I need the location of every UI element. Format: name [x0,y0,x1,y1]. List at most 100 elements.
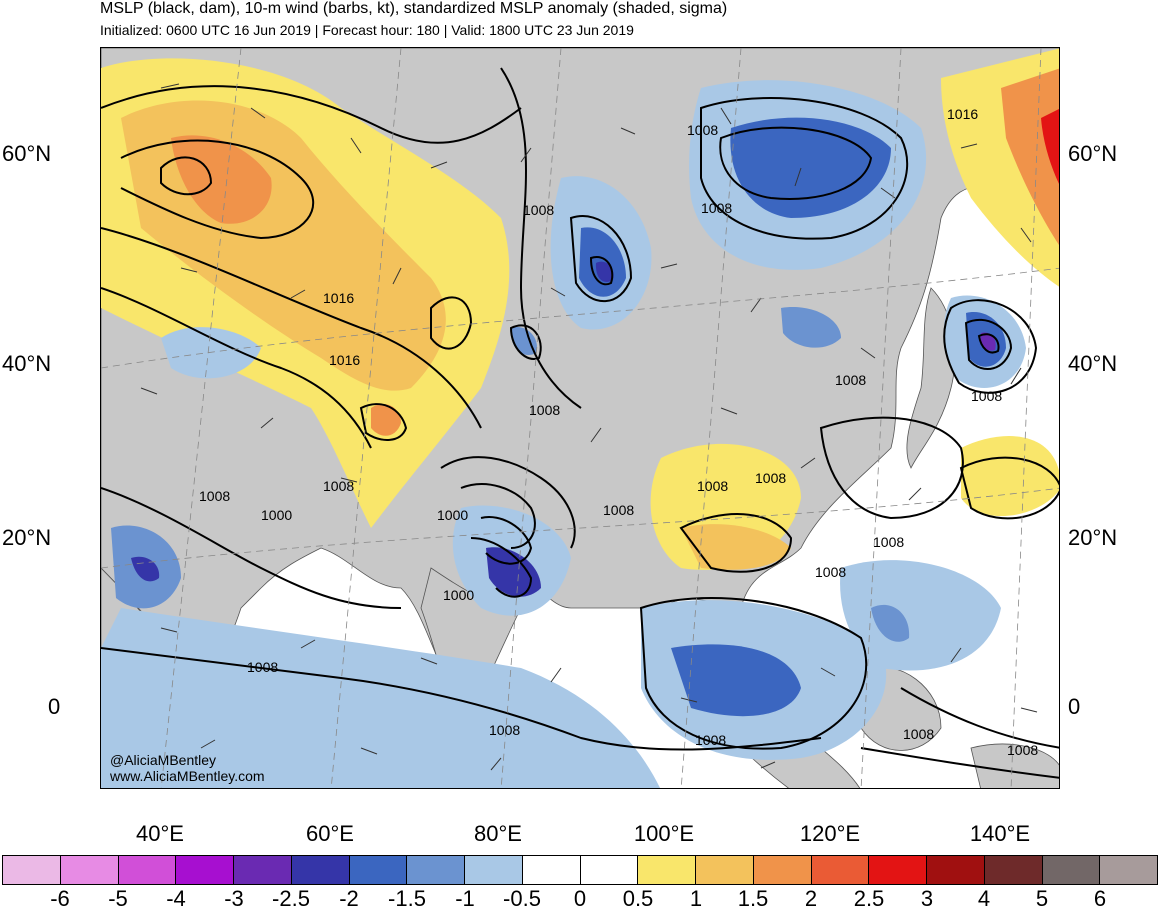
colorbar-label: 1 [689,886,703,911]
colorbar-swatch [638,856,696,884]
isobar [160,156,213,196]
colorbar-label: 1.5 [737,886,769,911]
lat-label-right: 60°N [1068,141,1118,166]
wind-barb [300,639,316,649]
wind-barb [794,167,802,187]
colorbar-swatch [1100,856,1157,884]
anomaly-north-pacific-peak [1041,109,1059,184]
wind-barb-layer [140,83,1038,771]
anomaly-maritime-core [671,644,801,717]
anomaly-china-core [681,524,791,570]
lat-label-right: 0 [1068,694,1081,719]
anomaly-manchuria [781,307,841,348]
isobar [101,647,822,751]
isobar [480,516,533,565]
lat-label-left: 60°N [2,141,52,166]
colorbar-label: 0.5 [622,886,654,911]
lon-label: 120°E [799,821,861,846]
anomaly-med [161,327,261,379]
colorbar-swatch [1042,856,1101,884]
wind-barb [550,287,566,297]
anomaly-west-pacific [840,560,1001,671]
contour-label: 1008 [701,200,732,216]
anomaly-scandinavia-peak [171,135,272,224]
map-title: MSLP (black, dam), 10-m wind (barbs, kt)… [100,0,728,17]
isobar [509,324,542,360]
colorbar-swatch [3,856,61,884]
isobar [679,513,793,573]
isobar [964,318,1013,370]
wind-barb [908,487,922,501]
anomaly-caspian [371,403,401,436]
colorbar-label: 3 [920,886,934,911]
contour-label: 1008 [815,564,846,580]
wind-barb [392,267,402,285]
isobar [460,483,536,549]
colorbar-label: -1 [455,886,475,911]
colorbar-label: 4 [977,886,991,911]
anomaly-japan-low-peak [980,332,996,351]
graticule-layer [101,48,1059,788]
credit-site: www.AliciaMBentley.com [110,768,265,784]
isobar [639,597,868,750]
forecast-map: 1016 1016 1008 1000 1008 1008 1008 1008 … [101,48,1059,788]
lat-label-left: 40°N [2,351,52,376]
colorbar-swatch [753,856,812,884]
isobar [359,403,408,441]
meridian-line [1010,48,1042,788]
colorbar-label: 5 [1035,886,1049,911]
isobar [819,416,964,520]
wind-barb [1020,227,1032,243]
lat-label-right: 40°N [1068,351,1118,376]
colorbar-swatch [927,856,985,884]
wind-barb [200,739,216,749]
contour-label: 1008 [873,534,904,550]
wind-barb [490,757,502,771]
meridian-line [500,48,562,788]
parallel-line [101,267,1059,369]
isobar-layer [101,67,1059,779]
isobar [719,126,873,200]
colorbar-label: -0.5 [503,886,541,911]
wind-barb [1020,707,1038,713]
wind-barb [660,263,678,269]
colorbar-label: -1.5 [388,886,426,911]
colorbar-swatch [811,856,870,884]
lon-label: 60°E [306,821,354,846]
colorbar-label: -6 [50,886,70,911]
wind-barb [760,761,776,769]
contour-label: 1016 [329,352,360,368]
contour-label: 1008 [755,470,786,486]
wind-barb [290,289,306,299]
wind-barb [720,407,738,415]
negative-anomaly-layer [101,80,1026,788]
meridian-line [680,48,742,788]
wind-barb [800,457,816,469]
wind-barb [360,747,378,755]
anomaly-siberia-central-peak [595,261,614,283]
contour-label: 1008 [323,478,354,494]
isobar [569,215,633,303]
colorbar-label: 2 [804,886,818,911]
isobar [430,296,473,350]
anomaly-west-pacific-core [871,604,910,642]
colorbar-label: -5 [108,886,128,911]
wind-barb [260,417,274,429]
colorbar-swatch [234,856,292,884]
isobar [977,333,1000,354]
colorbar-swatch [580,856,639,884]
wind-barb [350,137,362,154]
contour-label: 1008 [247,659,278,675]
wind-barb [160,627,178,633]
isobar [900,687,1059,749]
wind-barb [160,83,180,89]
anomaly-indian-ocean [101,608,660,788]
anomaly-bay-of-bengal-core [486,547,541,597]
lat-label-left: 20°N [2,525,52,550]
lon-label: 100°E [633,821,695,846]
lon-label: 40°E [136,821,184,846]
anomaly-north-pacific-core [1001,68,1059,245]
isobar [101,85,522,144]
parallel-line [101,487,1059,569]
colorbar-swatch [118,856,177,884]
